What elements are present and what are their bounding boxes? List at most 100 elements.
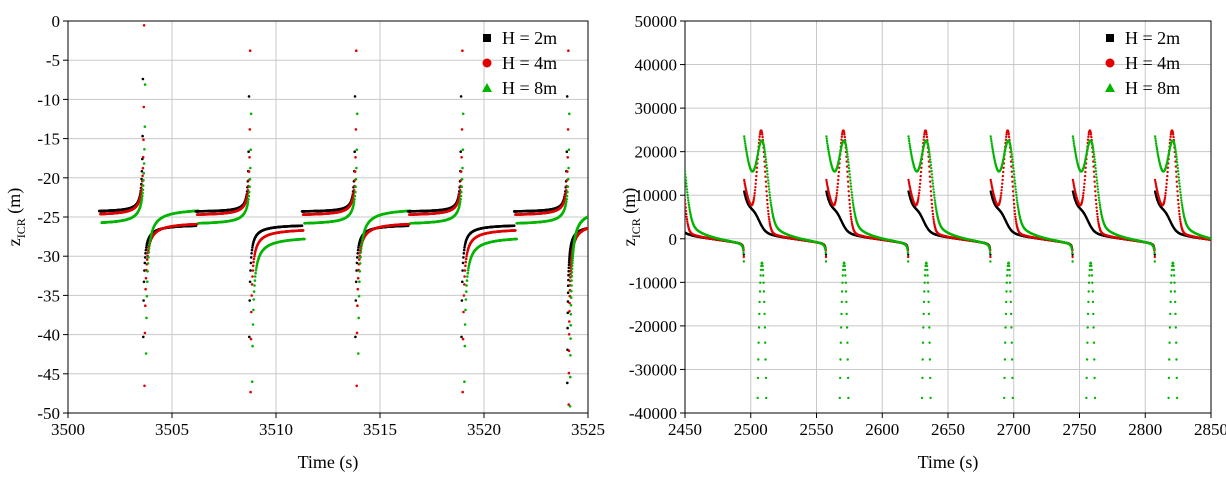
data-point — [248, 336, 251, 339]
x-tick-label: 2800 — [1128, 420, 1162, 439]
y-tick-label: 30000 — [635, 99, 678, 118]
data-point — [247, 198, 250, 201]
data-point — [143, 385, 146, 388]
data-point — [254, 272, 257, 275]
data-point — [460, 336, 463, 339]
data-point — [460, 195, 463, 198]
data-point — [515, 238, 518, 241]
y-tick-label: -45 — [37, 365, 60, 384]
data-point — [566, 327, 569, 330]
data-point — [249, 269, 252, 272]
x-tick-label: 3525 — [571, 420, 605, 439]
data-point — [148, 251, 151, 254]
data-point — [459, 198, 462, 201]
data-point — [567, 178, 570, 181]
data-point — [466, 275, 469, 278]
data-point — [462, 148, 465, 151]
data-point — [302, 229, 305, 232]
data-point — [514, 229, 517, 232]
data-point — [568, 333, 571, 336]
y-tick-label: -30 — [37, 247, 60, 266]
data-point — [464, 265, 467, 268]
data-point — [459, 201, 462, 204]
data-point — [147, 256, 150, 259]
data-point — [253, 290, 256, 293]
x-tick-label: 2650 — [931, 420, 965, 439]
data-point — [249, 148, 252, 151]
data-point — [250, 113, 253, 116]
data-point — [463, 249, 466, 252]
data-point — [142, 184, 145, 187]
data-point — [247, 150, 250, 153]
y-tick-label: -20000 — [629, 317, 677, 336]
data-point — [253, 284, 256, 287]
y-tick-label: -15 — [37, 130, 60, 149]
data-point — [571, 271, 574, 274]
data-point — [252, 298, 255, 301]
data-point — [144, 304, 147, 307]
data-point — [146, 295, 149, 298]
data-point — [354, 191, 357, 194]
data-point — [566, 150, 569, 153]
data-point — [144, 252, 147, 255]
data-point — [460, 191, 463, 194]
data-point — [360, 247, 363, 250]
data-point — [357, 277, 360, 280]
data-point — [569, 324, 572, 327]
data-point — [459, 150, 462, 153]
data-point — [461, 269, 464, 272]
data-point — [565, 201, 568, 204]
data-point — [143, 148, 146, 151]
data-point — [145, 352, 148, 355]
data-point — [587, 227, 590, 230]
data-point — [249, 128, 252, 131]
legend-label: H = 2m — [502, 28, 557, 48]
data-point — [567, 291, 570, 294]
y-tick-label: -5 — [46, 51, 60, 70]
data-point — [567, 128, 570, 131]
data-point — [146, 258, 149, 261]
data-point — [248, 195, 251, 198]
data-point — [142, 189, 145, 192]
y-tick-label: -35 — [37, 286, 60, 305]
data-point — [464, 323, 467, 326]
data-point — [250, 262, 253, 265]
data-point — [144, 256, 147, 259]
data-point — [144, 332, 147, 335]
data-point — [142, 78, 145, 81]
data-point — [359, 256, 362, 259]
data-point — [250, 252, 253, 255]
y-tick-label: 10000 — [635, 186, 678, 205]
data-point — [248, 156, 251, 159]
y-axis-label-main: z — [619, 238, 639, 246]
data-point — [252, 269, 255, 272]
data-point — [148, 247, 151, 250]
data-point — [466, 279, 469, 282]
data-point — [145, 317, 148, 320]
data-point — [359, 262, 362, 265]
x-axis-label: Time (s) — [918, 452, 979, 473]
data-point — [462, 262, 465, 265]
data-point — [141, 170, 144, 173]
x-tick-label: 2500 — [734, 420, 768, 439]
y-axis-label-sub: ICR — [14, 218, 28, 238]
data-point — [141, 195, 144, 198]
data-point — [249, 178, 252, 181]
data-point — [587, 216, 590, 219]
data-point — [568, 148, 571, 151]
data-point — [566, 195, 569, 198]
data-point — [566, 156, 569, 159]
data-point — [353, 201, 356, 204]
data-point — [248, 299, 251, 302]
data-point — [142, 179, 145, 182]
data-point — [467, 272, 470, 275]
data-point — [464, 309, 467, 312]
data-point — [355, 281, 358, 284]
data-point — [254, 279, 257, 282]
data-point — [361, 241, 364, 244]
